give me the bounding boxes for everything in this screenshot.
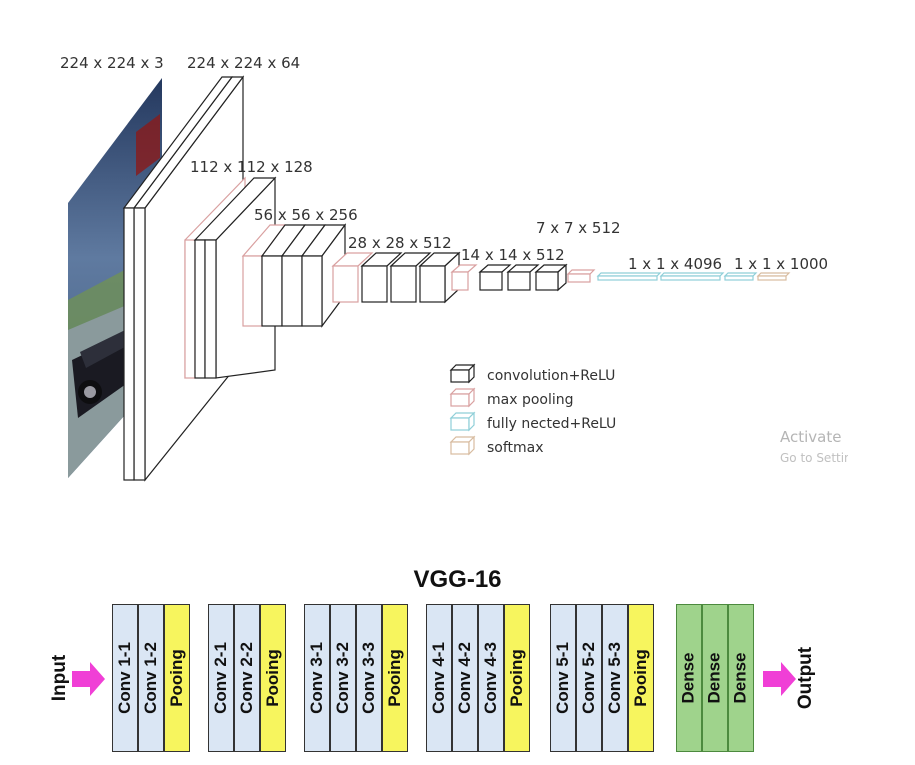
layer-stack-diagram bbox=[68, 75, 791, 482]
pool-block-4 bbox=[450, 264, 478, 291]
block-label: Pooing bbox=[385, 649, 405, 707]
block-label: Conv 1-1 bbox=[115, 642, 135, 714]
dense-block: Dense bbox=[702, 604, 728, 752]
pooling-block: Pooing bbox=[504, 604, 530, 752]
block-label: Conv 5-2 bbox=[579, 642, 599, 714]
conv-block-5 bbox=[478, 263, 568, 292]
block-label: Conv 3-3 bbox=[359, 642, 379, 714]
block-label: Conv 5-3 bbox=[605, 642, 625, 714]
dense-block: Dense bbox=[728, 604, 754, 752]
dim-label-conv2: 112 x 112 x 128 bbox=[190, 158, 313, 176]
legend-icon-conv bbox=[449, 363, 476, 384]
conv-block-4 bbox=[360, 251, 461, 304]
legend-icon-fc bbox=[449, 411, 476, 432]
block-label: Conv 4-3 bbox=[481, 642, 501, 714]
input-arrow-icon bbox=[72, 662, 105, 696]
block-label: Dense bbox=[731, 652, 750, 704]
output-arrow-icon bbox=[763, 662, 796, 696]
conv-block: Conv 5-1 bbox=[550, 604, 576, 752]
pooling-block: Pooing bbox=[628, 604, 654, 752]
dense-block: Dense bbox=[676, 604, 702, 752]
output-label: Output bbox=[795, 646, 816, 710]
conv-block: Conv 4-3 bbox=[478, 604, 504, 752]
legend-label-conv: convolution+ReLU bbox=[487, 368, 616, 384]
legend-label-fc: fully nected+ReLU bbox=[487, 416, 617, 432]
vgg-title: VGG-16 bbox=[413, 566, 502, 593]
legend-icon-pool bbox=[449, 387, 476, 408]
block-label: Conv 2-2 bbox=[237, 642, 257, 714]
watermark-line-2: Go to Settings bbox=[780, 451, 848, 465]
pool-block-3 bbox=[331, 252, 374, 303]
conv-block: Conv 2-1 bbox=[208, 604, 234, 752]
conv-block: Conv 5-2 bbox=[576, 604, 602, 752]
legend-label-pool: max pooling bbox=[487, 392, 574, 408]
pooling-block: Pooing bbox=[382, 604, 408, 752]
conv-block: Conv 2-2 bbox=[234, 604, 260, 752]
block-label: Pooing bbox=[631, 649, 651, 707]
block-label: Pooing bbox=[263, 649, 283, 707]
conv-block: Conv 3-3 bbox=[356, 604, 382, 752]
block-label: Conv 3-1 bbox=[307, 642, 327, 714]
softmax-layer bbox=[756, 272, 791, 281]
block-label: Dense bbox=[705, 652, 724, 704]
block-label: Conv 4-1 bbox=[429, 642, 449, 714]
pool-block-5 bbox=[566, 269, 596, 283]
block-label: Conv 5-1 bbox=[553, 642, 573, 714]
block-label: Pooing bbox=[507, 649, 527, 707]
pooling-block: Pooing bbox=[260, 604, 286, 752]
conv-block: Conv 3-1 bbox=[304, 604, 330, 752]
fc-layers bbox=[596, 272, 758, 281]
dim-label-pool5: 7 x 7 x 512 bbox=[536, 219, 621, 237]
dim-label-conv1: 224 x 224 x 64 bbox=[187, 54, 301, 72]
legend-icon-softmax bbox=[449, 435, 476, 456]
conv-block: Conv 4-1 bbox=[426, 604, 452, 752]
watermark-line-1: Activate bbox=[780, 428, 842, 446]
input-label: Input bbox=[49, 654, 70, 702]
conv-block: Conv 5-3 bbox=[602, 604, 628, 752]
conv-block: Conv 4-2 bbox=[452, 604, 478, 752]
dim-label-conv4: 28 x 28 x 512 bbox=[348, 234, 452, 252]
conv-block: Conv 1-1 bbox=[112, 604, 138, 752]
block-label: Pooing bbox=[167, 649, 187, 707]
block-label: Dense bbox=[679, 652, 698, 704]
block-label: Conv 2-1 bbox=[211, 642, 231, 714]
dim-label-softmax: 1 x 1 x 1000 bbox=[734, 255, 829, 273]
block-label: Conv 4-2 bbox=[455, 642, 475, 714]
conv-block: Conv 3-2 bbox=[330, 604, 356, 752]
legend-label-softmax: softmax bbox=[487, 440, 544, 456]
block-label: Conv 3-2 bbox=[333, 642, 353, 714]
block-label: Conv 1-2 bbox=[141, 642, 161, 714]
dim-label-conv3: 56 x 56 x 256 bbox=[254, 206, 358, 224]
dim-label-fc: 1 x 1 x 4096 bbox=[628, 255, 723, 273]
dim-label-conv5: 14 x 14 x 512 bbox=[461, 246, 565, 264]
conv-block: Conv 1-2 bbox=[138, 604, 164, 752]
pooling-block: Pooing bbox=[164, 604, 190, 752]
dim-label-input: 224 x 224 x 3 bbox=[60, 54, 164, 72]
